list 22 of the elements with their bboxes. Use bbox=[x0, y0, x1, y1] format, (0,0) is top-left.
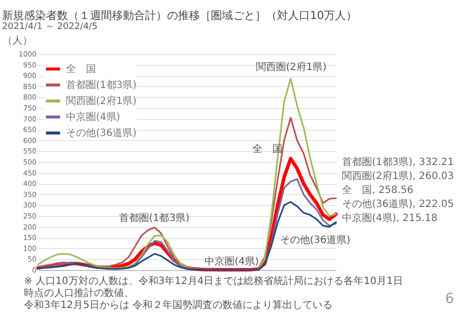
chart-subtitle: 2021/4/1 ～ 2022/4/5 bbox=[2, 22, 98, 32]
legend-label: その他(36道県) bbox=[66, 127, 137, 139]
legend-label: 関西圏(2府1県) bbox=[66, 95, 137, 107]
text: その他(36道県), 222.05 bbox=[342, 198, 454, 210]
chart-title: 新規感染者数（１週間移動合計）の推移［圏域ごと］（対人口10万人） bbox=[2, 9, 357, 22]
legend-label: 中京圏(4県) bbox=[66, 111, 120, 123]
y-axis-title: （人） bbox=[2, 36, 32, 46]
text: 関西圏(2府1県), 260.03 bbox=[342, 170, 454, 182]
line-series bbox=[37, 78, 337, 271]
annotation: 関西圏(2府1県) bbox=[256, 60, 327, 73]
legend-label: 全 国 bbox=[66, 63, 96, 75]
text: 中京圏(4県), 215.18 bbox=[342, 212, 438, 224]
text: 全 国, 258.56 bbox=[342, 184, 414, 196]
text: 令和3年12月5日からは 令和２年国勢調査の数値により算出している bbox=[24, 299, 333, 311]
legend-label: 首都圏(1都3県) bbox=[66, 79, 137, 91]
text: 6 bbox=[445, 291, 454, 307]
annotation: 首都圏(1都3県) bbox=[118, 212, 190, 224]
text: 首都圏(1都3県), 332.21 bbox=[342, 156, 454, 168]
line-series bbox=[37, 201, 337, 271]
annotation: 中京圏(4県) bbox=[204, 255, 259, 268]
text: ※ 人口10万対の人数は、令和3年12月4日までは総務省統計局における各年10月1日時点の人口推計の数値、 bbox=[24, 275, 403, 299]
annotation: その他(36道県) bbox=[280, 234, 350, 246]
